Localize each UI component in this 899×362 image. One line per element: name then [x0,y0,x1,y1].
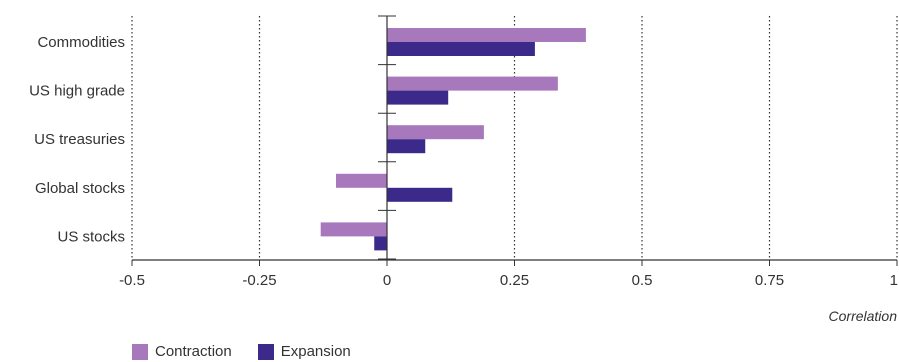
gridlines [131,16,898,260]
legend-item-contraction: Contraction [132,343,232,360]
legend-swatch-contraction [132,343,148,360]
category-labels: Commodities US high grade US treasuries Glo… [29,34,125,245]
bar-contraction-0 [387,28,586,42]
bar-expansion-0 [387,42,535,56]
bar-contraction-4 [320,222,387,237]
legend-item-expansion: Expansion [257,343,351,360]
bars [320,28,586,251]
category-label-0: Commodities [37,34,125,51]
x-tick-label-5: 0.75 [755,272,784,289]
bar-expansion-2 [387,139,426,154]
bar-contraction-3 [336,173,387,188]
legend: Contraction Expansion [132,343,377,360]
x-tick-label-3: 0.25 [500,272,529,289]
x-tick-label-0: -0.5 [119,272,145,289]
category-label-2: US treasuries [34,131,125,148]
bar-contraction-1 [387,76,558,91]
legend-swatch-expansion [257,343,274,360]
x-tick-label-1: -0.25 [242,272,276,289]
bar-expansion-4 [374,236,387,251]
category-label-4: US stocks [57,228,125,245]
x-tick-label-4: 0.5 [632,272,653,289]
x-tick-label-2: 0 [383,272,391,289]
x-tick-labels: -0.5 -0.25 0 0.25 0.5 0.75 1 [119,272,898,289]
legend-label-expansion: Expansion [280,343,351,360]
category-label-3: Global stocks [35,180,125,197]
axes [131,15,898,266]
bar-contraction-2 [387,125,484,140]
x-tick-label-6: 1 [890,272,898,289]
category-label-1: US high grade [29,83,125,100]
bar-expansion-1 [387,90,449,105]
bar-expansion-3 [387,187,453,202]
x-axis-title: Correlation [829,308,898,324]
legend-label-contraction: Contraction [155,343,232,360]
